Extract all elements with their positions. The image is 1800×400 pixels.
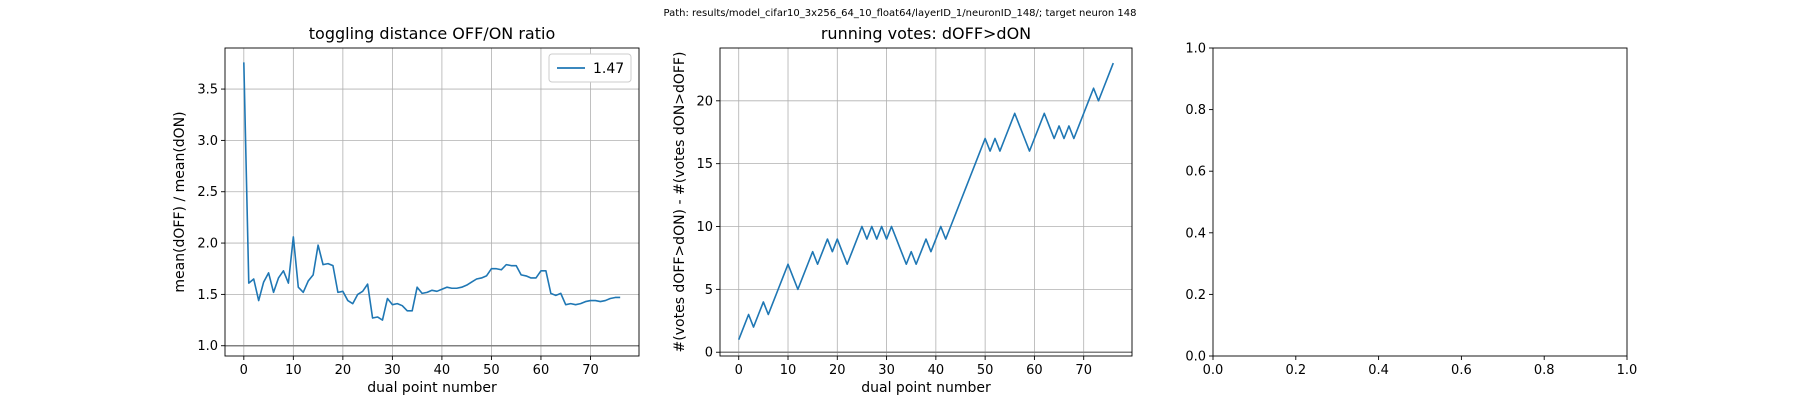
panel-empty: 0.0 0.2 0.4 0.6 0.8 1.0 0.0 0.2 0.4 0.6 0.8 1.0 (1185, 42, 1637, 379)
series-line (243, 62, 621, 321)
x-tick-label: 0.8 (1534, 363, 1555, 378)
axes-frame (224, 47, 640, 357)
chart-title: toggling distance OFF/ON ratio (309, 24, 555, 43)
x-axis-label: dual point number (861, 380, 991, 396)
x-tick-label: 40 (434, 363, 451, 378)
y-axis-label: mean(dOFF) / mean(dON) (172, 111, 188, 292)
y-tick-label: 0.2 (1185, 288, 1206, 303)
x-tick-label: 60 (1026, 363, 1043, 378)
y-tick-label: 1.0 (1185, 42, 1206, 57)
panel-running-votes: 0 10 20 30 40 50 60 70 0 5 10 15 20 running votes: dO… (672, 24, 1133, 396)
series-line (737, 62, 1115, 340)
legend-entry: 1.47 (593, 61, 624, 77)
y-axis-label: #(votes dOFF>dON) - #(votes dON>dOFF) (672, 52, 688, 353)
x-tick-label: 60 (533, 363, 550, 378)
x-tick-label: 10 (285, 363, 302, 378)
x-tick-label: 50 (483, 363, 500, 378)
x-tick-label: 20 (829, 363, 846, 378)
y-tick-label: 15 (696, 157, 713, 172)
y-tick-label: 2.0 (197, 237, 218, 252)
y-tick-label: 0.6 (1185, 165, 1206, 180)
y-tick-label: 3.0 (197, 134, 218, 149)
x-tick-label: 50 (977, 363, 994, 378)
panel-toggling-ratio: 0 10 20 30 40 50 60 70 1.0 1.5 2.0 2.5 3.0 3.5 togglin… (172, 24, 640, 396)
x-tick-label: 40 (928, 363, 945, 378)
axes-frame (1212, 47, 1628, 357)
y-tick-label: 10 (696, 220, 713, 235)
x-tick-label: 30 (384, 363, 401, 378)
x-tick-label: 0 (735, 363, 743, 378)
y-tick-label: 5 (705, 283, 713, 298)
y-tick-label: 0.0 (1185, 350, 1206, 365)
y-tick-label: 0 (705, 346, 713, 361)
y-tick-label: 20 (696, 94, 713, 109)
chart-title: running votes: dOFF>dON (821, 24, 1031, 43)
x-tick-label: 10 (780, 363, 797, 378)
x-tick-label: 0.0 (1203, 363, 1224, 378)
x-tick-label: 0.2 (1285, 363, 1306, 378)
x-tick-label: 0 (240, 363, 248, 378)
y-tick-label: 0.4 (1185, 226, 1206, 241)
y-tick-label: 1.5 (197, 288, 218, 303)
y-tick-label: 2.5 (197, 185, 218, 200)
legend-box (548, 53, 632, 83)
x-tick-label: 20 (335, 363, 352, 378)
axes-frame (719, 47, 1133, 357)
x-tick-label: 0.6 (1451, 363, 1472, 378)
figure-suptitle: Path: results/model_cifar10_3x256_64_10_… (664, 8, 1137, 19)
x-tick-label: 30 (878, 363, 895, 378)
x-tick-label: 1.0 (1617, 363, 1638, 378)
y-tick-label: 1.0 (197, 339, 218, 354)
x-axis-label: dual point number (367, 380, 497, 396)
x-tick-label: 70 (582, 363, 599, 378)
x-tick-label: 0.4 (1368, 363, 1389, 378)
y-tick-label: 0.8 (1185, 103, 1206, 118)
x-tick-label: 70 (1075, 363, 1092, 378)
y-tick-label: 3.5 (197, 83, 218, 98)
